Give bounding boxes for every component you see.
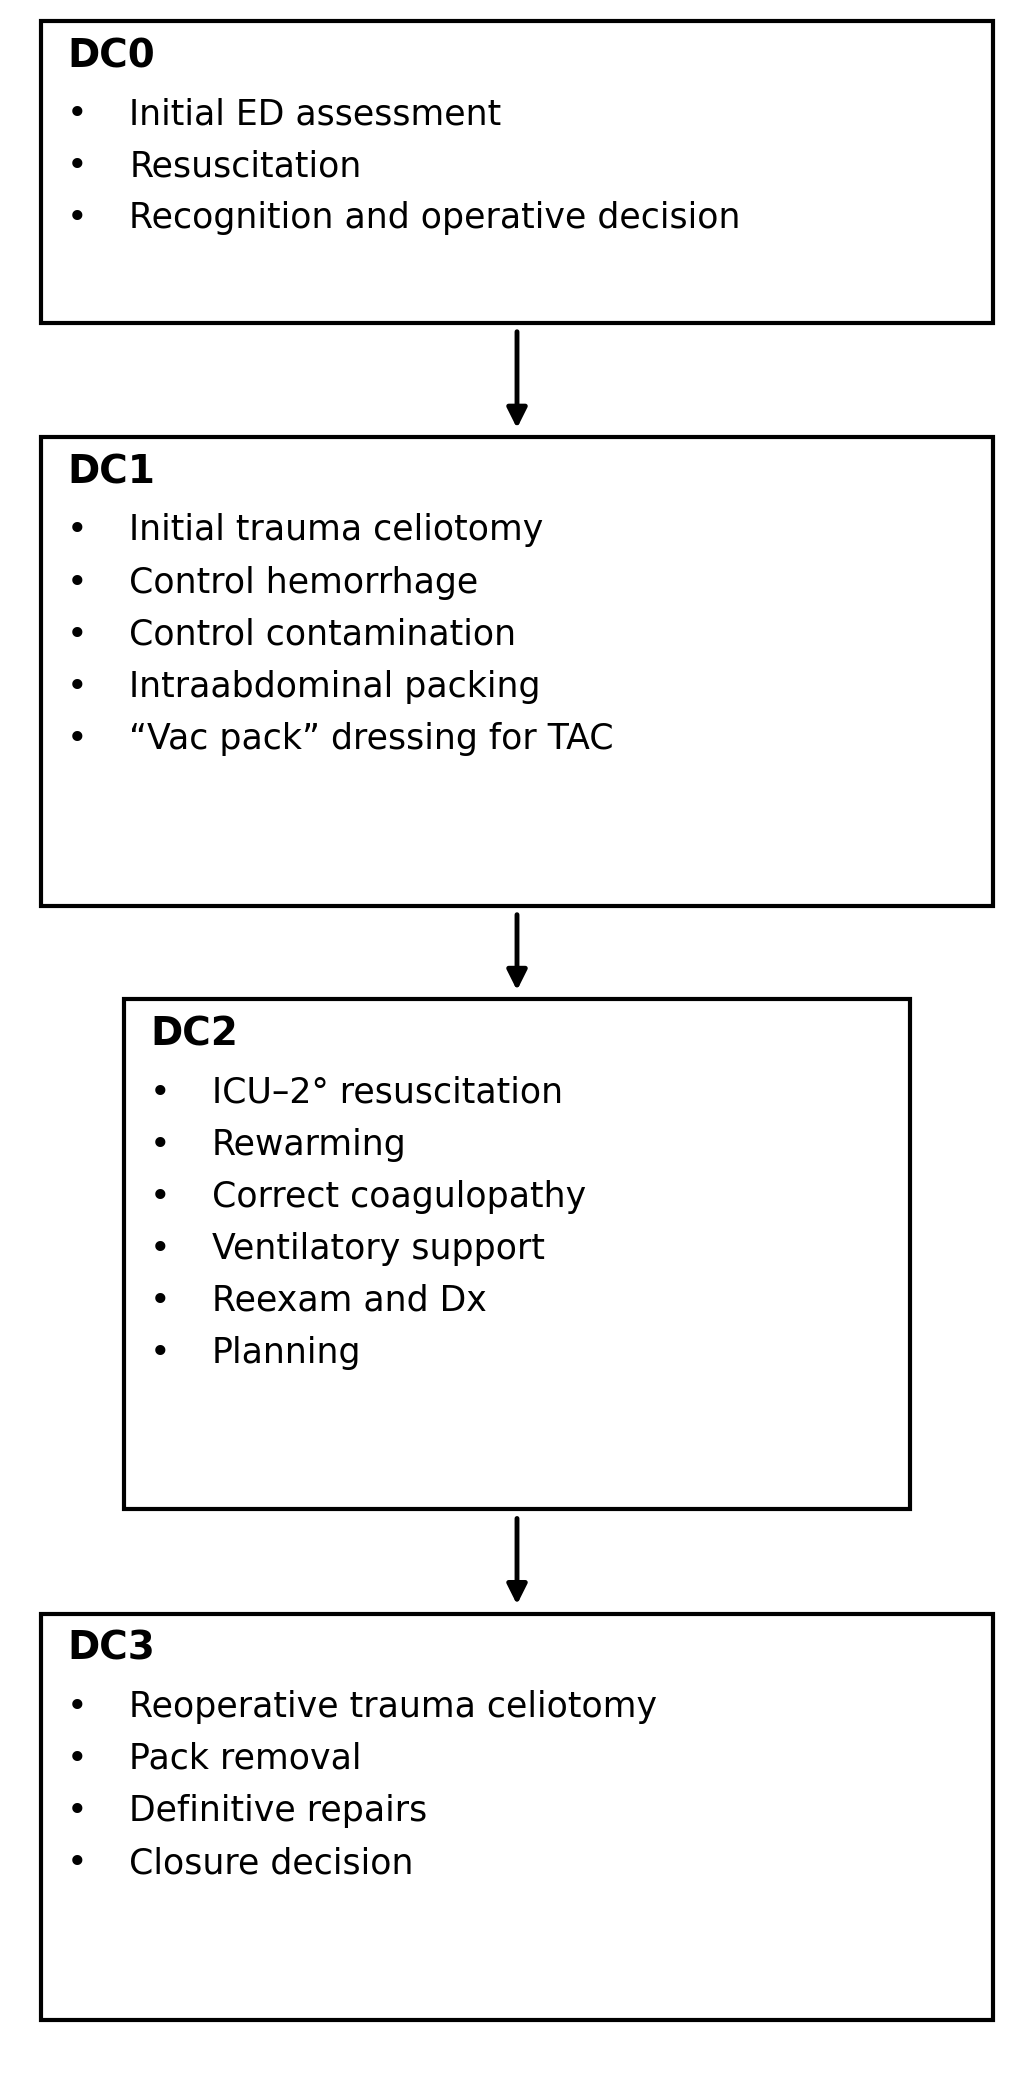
Text: •: • bbox=[67, 722, 88, 756]
Text: Initial ED assessment: Initial ED assessment bbox=[129, 98, 501, 131]
Text: Ventilatory support: Ventilatory support bbox=[212, 1233, 545, 1266]
Text: Definitive repairs: Definitive repairs bbox=[129, 1795, 427, 1828]
Text: Control hemorrhage: Control hemorrhage bbox=[129, 566, 479, 600]
Text: •: • bbox=[150, 1076, 171, 1110]
Bar bbox=[41, 21, 993, 323]
Text: •: • bbox=[150, 1233, 171, 1266]
Text: DC3: DC3 bbox=[67, 1630, 155, 1668]
Text: •: • bbox=[150, 1337, 171, 1370]
Text: •: • bbox=[150, 1128, 171, 1162]
Text: •: • bbox=[67, 618, 88, 652]
Text: •: • bbox=[67, 1691, 88, 1724]
Text: Control contamination: Control contamination bbox=[129, 618, 516, 652]
Text: •: • bbox=[150, 1285, 171, 1318]
Text: Resuscitation: Resuscitation bbox=[129, 150, 362, 183]
Text: •: • bbox=[67, 1847, 88, 1880]
Text: Planning: Planning bbox=[212, 1337, 362, 1370]
Text: ICU–2° resuscitation: ICU–2° resuscitation bbox=[212, 1076, 564, 1110]
Text: Recognition and operative decision: Recognition and operative decision bbox=[129, 202, 740, 235]
Text: •: • bbox=[67, 514, 88, 548]
Bar bbox=[124, 999, 910, 1509]
Text: Reexam and Dx: Reexam and Dx bbox=[212, 1285, 487, 1318]
Text: Pack removal: Pack removal bbox=[129, 1743, 362, 1776]
Text: •: • bbox=[150, 1180, 171, 1214]
Text: •: • bbox=[67, 566, 88, 600]
Text: •: • bbox=[67, 98, 88, 131]
Text: DC2: DC2 bbox=[150, 1016, 238, 1053]
Text: Closure decision: Closure decision bbox=[129, 1847, 414, 1880]
Text: Correct coagulopathy: Correct coagulopathy bbox=[212, 1180, 586, 1214]
Text: “Vac pack” dressing for TAC: “Vac pack” dressing for TAC bbox=[129, 722, 614, 756]
Text: DC1: DC1 bbox=[67, 454, 155, 491]
Text: Rewarming: Rewarming bbox=[212, 1128, 406, 1162]
Text: Initial trauma celiotomy: Initial trauma celiotomy bbox=[129, 514, 544, 548]
Text: Intraabdominal packing: Intraabdominal packing bbox=[129, 670, 541, 704]
Text: DC0: DC0 bbox=[67, 37, 155, 75]
Bar bbox=[41, 1614, 993, 2020]
Text: •: • bbox=[67, 670, 88, 704]
Bar bbox=[41, 437, 993, 906]
Text: •: • bbox=[67, 1743, 88, 1776]
Text: •: • bbox=[67, 202, 88, 235]
Text: •: • bbox=[67, 1795, 88, 1828]
Text: •: • bbox=[67, 150, 88, 183]
Text: Reoperative trauma celiotomy: Reoperative trauma celiotomy bbox=[129, 1691, 658, 1724]
